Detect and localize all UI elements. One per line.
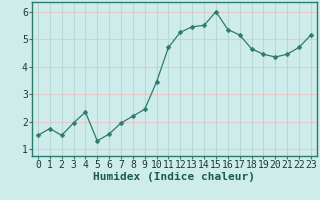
X-axis label: Humidex (Indice chaleur): Humidex (Indice chaleur) [93,172,255,182]
